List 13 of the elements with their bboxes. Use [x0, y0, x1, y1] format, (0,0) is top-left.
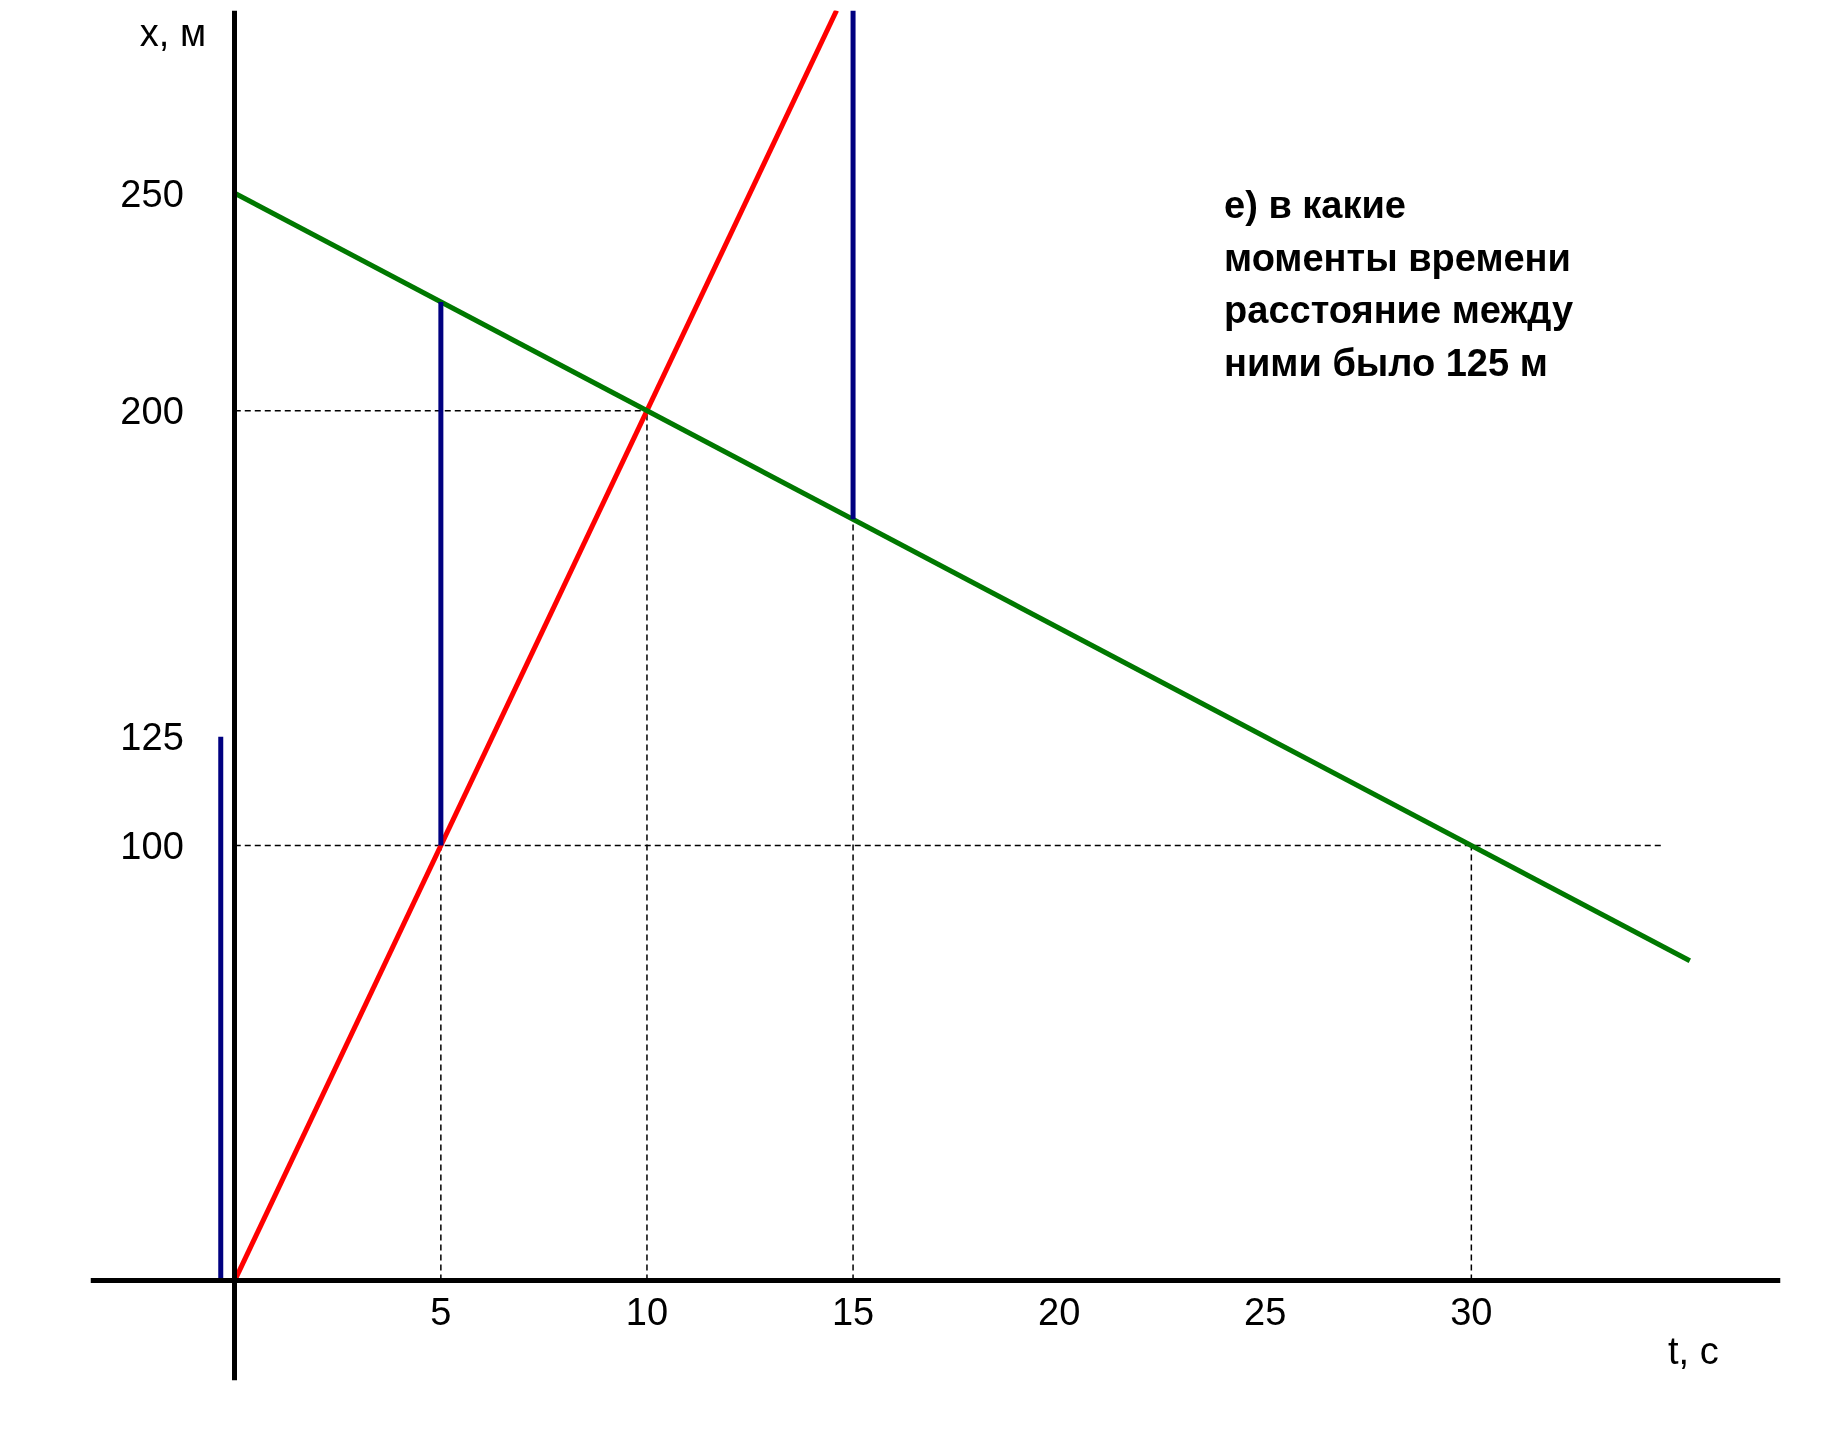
x-tick-label: 10	[625, 1291, 669, 1334]
y-tick-label: 100	[120, 825, 184, 868]
x-tick-label: 15	[831, 1291, 875, 1334]
annotation: е) в какие моменты времени расстояние между ними было 125 м	[1224, 184, 1574, 384]
x-tick-label: 25	[1244, 1291, 1287, 1334]
x-tick-label: 5	[430, 1291, 452, 1334]
y-tick-label: 125	[120, 716, 184, 759]
y-tick-label: 200	[120, 390, 184, 433]
x-tick-label: 20	[1038, 1291, 1081, 1334]
y-axis-title: x, м	[139, 11, 207, 54]
y-tick-label: 250	[120, 172, 184, 215]
x-axis-title: t, с	[1668, 1329, 1719, 1372]
x-tick-label: 30	[1450, 1291, 1493, 1334]
